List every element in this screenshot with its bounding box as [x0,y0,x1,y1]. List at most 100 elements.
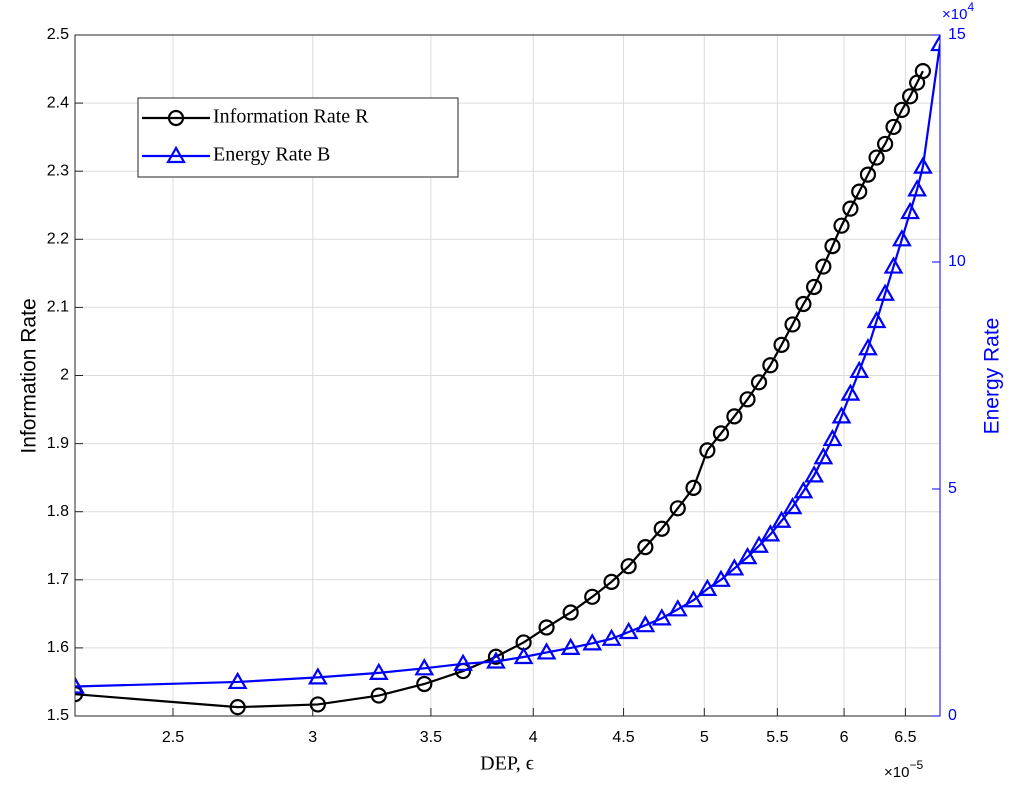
marker [711,569,731,587]
marker [683,590,704,608]
marker [227,671,248,690]
y2-axis-label: Energy Rate [981,318,1004,435]
marker [815,258,832,275]
y-tick-label: 1.6 [47,639,69,656]
marker [883,256,904,274]
marker [560,637,581,656]
marker [913,156,933,174]
marker [653,520,670,537]
series-line [75,43,940,688]
x-tick-label: 5 [700,729,709,746]
marker [601,628,622,646]
marker [229,699,246,716]
marker [762,357,779,374]
marker [368,662,389,680]
marker [876,135,894,153]
marker [842,200,859,217]
marker [771,510,792,528]
marker [726,408,743,425]
marker [487,648,505,665]
marker [795,295,812,313]
marker [618,621,639,640]
y-tick-label: 2.4 [47,94,69,111]
marker [167,109,185,127]
marker [849,360,870,379]
marker [584,588,601,605]
x-tick-label: 3.5 [420,729,442,746]
y-tick-label: 1.7 [47,571,69,588]
marker [804,465,824,483]
marker [309,696,326,713]
marker [669,500,686,517]
marker [805,278,823,296]
marker [793,481,814,499]
marker [891,229,912,247]
marker [739,391,756,408]
x-tick-label: 2.5 [162,729,184,746]
marker [907,179,928,197]
legend: Information Rate R Energy Rate B [137,97,459,178]
legend-label: Information Rate R [213,106,369,128]
marker [667,599,688,617]
marker [773,336,790,353]
marker [930,35,940,52]
marker [824,238,841,255]
marker [784,316,801,333]
marker [724,558,745,576]
marker [416,675,433,693]
marker [831,406,852,424]
marker [562,604,579,621]
marker [885,118,902,136]
marker [699,442,716,459]
y-axis-label: Information Rate [18,298,41,453]
marker [538,619,555,636]
x-tick-label: 4.5 [612,729,634,746]
marker [307,667,328,685]
marker [75,676,85,694]
y-tick-label: 1.5 [47,707,69,724]
legend-box [137,97,459,178]
marker [685,479,702,496]
marker [833,217,850,234]
y-tick-label: 2.2 [47,231,69,248]
marker [822,428,843,447]
marker [782,496,803,515]
marker [760,524,781,542]
y-tick-label: 2.3 [47,162,69,179]
marker [370,687,387,704]
y2-exponent: ×104 [942,0,974,23]
marker [851,183,868,200]
marker [536,642,557,660]
x-tick-label: 5.5 [766,729,788,746]
marker [840,383,861,401]
marker [637,539,654,556]
y-tick-label: 2.1 [47,299,69,316]
marker [902,88,919,105]
marker [75,686,84,703]
marker [697,578,718,596]
marker [893,101,910,119]
x-axis-label: DEP, ϵ [480,753,534,775]
marker [875,283,895,301]
y2-tick-label: 15 [948,26,966,43]
marker [858,338,878,356]
x-tick-label: 6 [840,729,849,746]
x-tick-label: 4 [529,729,538,746]
marker [635,614,656,633]
marker [712,425,730,442]
marker [453,653,473,671]
y-tick-label: 1.8 [47,503,69,520]
y-tick-label: 1.9 [47,435,69,452]
series-line [75,70,924,709]
marker [868,149,885,166]
marker [900,201,921,220]
marker [750,374,768,391]
marker [866,310,887,329]
marker [414,658,435,676]
marker [166,145,186,164]
marker [737,546,758,565]
y-tick-label: 2 [60,367,69,384]
x-exponent: ×10−5 [884,758,923,781]
